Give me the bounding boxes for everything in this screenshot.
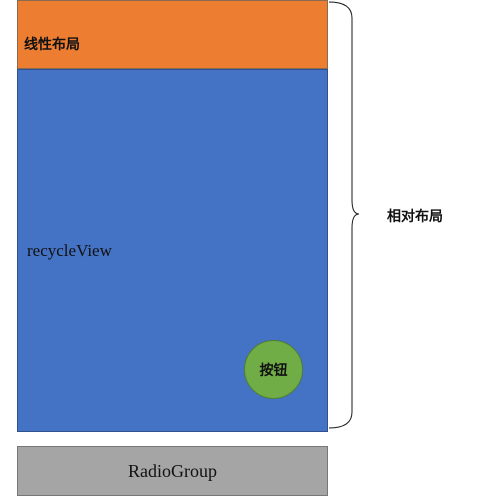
- relative-layout-brace: [328, 1, 360, 429]
- fab-label: 按钮: [259, 362, 288, 379]
- radio-group-box[interactable]: RadioGroup: [17, 446, 328, 496]
- linear-layout-label: 线性布局: [24, 37, 80, 53]
- relative-layout-label: 相对布局: [387, 209, 443, 225]
- recycler-view-label: recycleView: [27, 241, 112, 260]
- brace-path: [328, 1, 360, 429]
- radio-group-label: RadioGroup: [128, 460, 217, 481]
- floating-action-button[interactable]: 按钮: [244, 340, 303, 399]
- recycler-view-box: recycleView 按钮: [17, 69, 328, 432]
- linear-layout-box: 线性布局: [17, 0, 328, 69]
